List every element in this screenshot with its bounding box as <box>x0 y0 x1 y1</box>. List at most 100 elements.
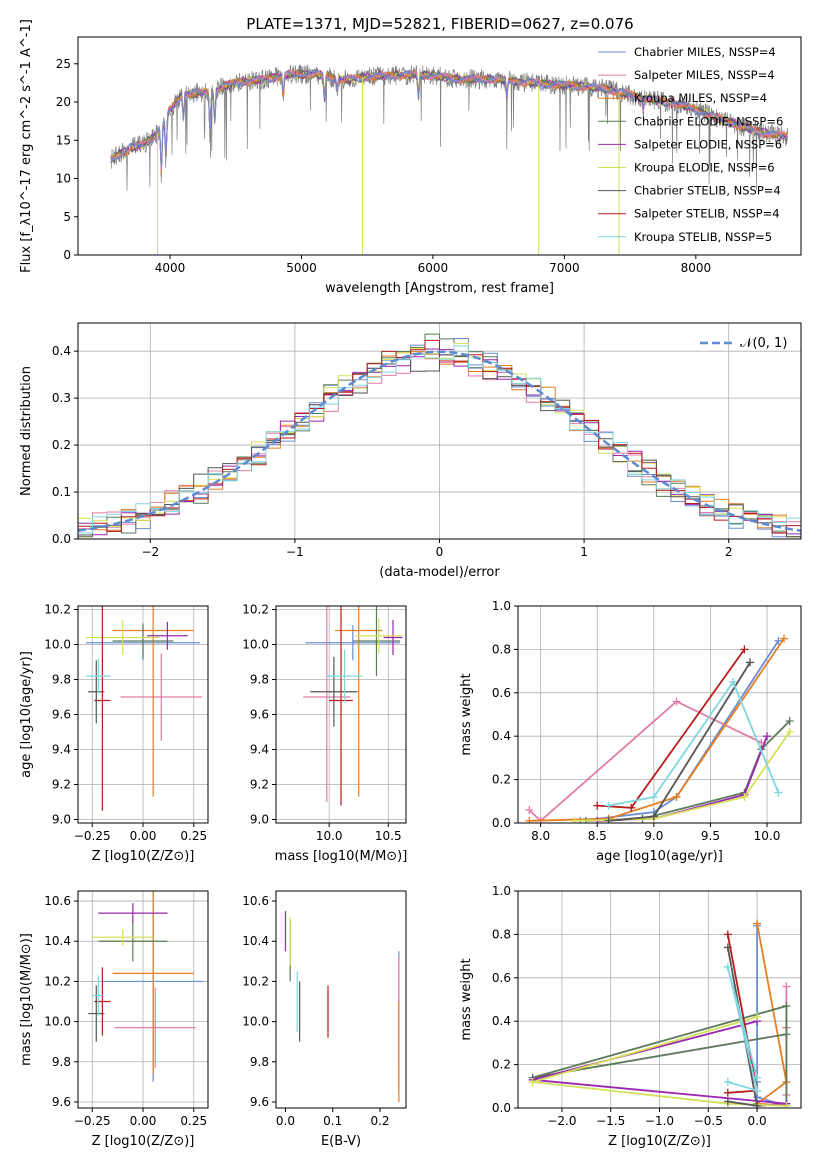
legend-label: Salpeter STELIB, NSSP=4 <box>634 207 780 221</box>
y-tick-label: 0.6 <box>492 686 511 700</box>
y-tick-label: 0 <box>63 248 71 262</box>
y-tick-label: 5 <box>63 210 71 224</box>
model-spectrum <box>110 68 788 168</box>
mass-weight-point <box>753 919 762 928</box>
mass-weight-point <box>780 634 789 643</box>
mass-weight-point <box>763 732 772 741</box>
x-tick-label: 10.0 <box>754 829 781 843</box>
y-tick-label: 0.6 <box>492 971 511 985</box>
y-tick-label: 10.2 <box>44 974 71 988</box>
y-tick-label: 20 <box>56 95 71 109</box>
y-tick-label: 9.6 <box>250 1095 269 1109</box>
histogram-plot-area <box>78 333 801 538</box>
panel-3: 10.0 10.5 9.0 9.2 9.4 9.6 9.8 10.0 10.2 mass [log… <box>242 603 407 865</box>
panel-0: 4000 5000 6000 7000 8000 0 5 10 15 20 25 wavelength… <box>19 19 802 296</box>
mass-weight-point <box>782 1030 791 1039</box>
x-tick-label: 5000 <box>286 261 317 275</box>
errorbar-plot-area <box>88 891 204 1082</box>
y-tick-label: 10.4 <box>44 934 71 948</box>
x-tick-label: 4000 <box>155 261 186 275</box>
x-tick-label: −1.5 <box>596 1114 625 1128</box>
panel-1: −2 −1 0 1 2 0.0 0.1 0.2 0.3 0.4 (data-model)/error… <box>19 322 802 580</box>
mass-weight-point <box>753 1073 762 1082</box>
y-tick-label: 1.0 <box>492 599 511 613</box>
y-tick-label: 0.2 <box>52 438 71 452</box>
axes-frame <box>77 36 802 256</box>
y-tick-label: 0.2 <box>492 773 511 787</box>
y-tick-label: 0.4 <box>492 729 511 743</box>
legend-label: Salpeter ELODIE, NSSP=6 <box>634 137 782 151</box>
y-tick-label: 9.2 <box>250 778 269 792</box>
x-tick-label: 0.00 <box>130 829 157 843</box>
mass-weight-point <box>723 1077 732 1086</box>
mass-weight-line <box>726 966 759 1092</box>
legend-label: Kroupa ELODIE, NSSP=6 <box>634 161 775 175</box>
mass-weight-point <box>740 792 749 801</box>
legend-label: Kroupa STELIB, NSSP=5 <box>634 230 772 244</box>
x-tick-label: 0.00 <box>130 1114 157 1128</box>
y-axis-label: Normed distribution <box>19 366 34 496</box>
mass-weight-point <box>525 816 534 823</box>
legend-label: Chabrier ELODIE, NSSP=6 <box>634 114 783 128</box>
axes-frame <box>517 605 802 824</box>
mass-weight-line <box>529 637 785 822</box>
mass-weight-point <box>723 1088 732 1097</box>
y-tick-label: 10 <box>56 172 71 186</box>
panel-4: 8.0 8.5 9.0 9.5 10.0 0.0 0.2 0.4 0.6 0.8 1.0 age [l… <box>459 599 802 864</box>
panel-2: −0.25 0.00 0.25 9.0 9.2 9.4 9.6 9.8 10.0 10.2 Z [l… <box>19 603 209 864</box>
y-tick-label: 9.6 <box>52 708 71 722</box>
legend-label: 𝒩(0, 1) <box>740 336 787 351</box>
y-tick-label: 10.0 <box>242 1015 269 1029</box>
y-tick-label: 0.3 <box>52 391 71 405</box>
y-tick-label: 0.1 <box>52 485 71 499</box>
y-tick-label: 10.4 <box>242 934 269 948</box>
observed-spectrum <box>110 64 788 191</box>
legend-label: Chabrier MILES, NSSP=4 <box>634 45 776 59</box>
x-tick-label: 10.0 <box>316 829 343 843</box>
y-tick-label: 25 <box>56 57 71 71</box>
x-axis-label: E(B-V) <box>321 1134 361 1149</box>
x-axis-label: Z [log10(Z/Z⊙)] <box>92 1134 195 1149</box>
y-tick-label: 9.2 <box>52 778 71 792</box>
y-tick-label: 0.2 <box>492 1058 511 1072</box>
y-tick-label: 0.0 <box>492 816 511 830</box>
y-tick-label: 9.6 <box>52 1095 71 1109</box>
errorbar-plot-area <box>303 606 403 806</box>
mass-weight-point <box>672 792 681 801</box>
y-tick-label: 9.8 <box>52 673 71 687</box>
x-tick-label: 0.2 <box>370 1114 389 1128</box>
mass-weight-point <box>723 930 732 939</box>
y-tick-label: 9.0 <box>52 813 71 827</box>
y-tick-label: 9.0 <box>250 813 269 827</box>
x-tick-label: −1 <box>286 545 304 559</box>
y-tick-label: 9.4 <box>52 743 71 757</box>
mass-weight-point <box>782 1101 791 1108</box>
y-tick-label: 9.4 <box>250 743 269 757</box>
mass-weight-point <box>649 812 658 821</box>
legend-label: Chabrier STELIB, NSSP=4 <box>634 184 781 198</box>
mass-weight-line <box>528 700 762 823</box>
mass-weight-point <box>746 658 755 667</box>
mass-weight-point <box>740 645 749 654</box>
mass-weight-point <box>774 788 783 797</box>
y-axis-label: age [log10(age/yr)] <box>19 651 34 778</box>
x-tick-label: 9.5 <box>701 829 720 843</box>
y-tick-label: 9.6 <box>250 708 269 722</box>
panel-7: −2.0 −1.5 −1.0 −0.5 0.0 0.0 0.2 0.4 0.6 0.8 1.0 Z [… <box>459 884 802 1149</box>
mass-weight-point <box>723 962 732 971</box>
y-tick-label: 9.8 <box>250 1055 269 1069</box>
mass-weight-point <box>528 1077 537 1086</box>
y-axis-label: mass weight <box>459 673 474 755</box>
x-tick-label: 2 <box>725 545 733 559</box>
y-tick-label: 10.2 <box>242 974 269 988</box>
x-tick-label: −2.0 <box>547 1114 576 1128</box>
mass-weight-point <box>785 717 794 726</box>
x-tick-label: −1.0 <box>645 1114 674 1128</box>
mass-weight-point <box>774 636 783 645</box>
x-axis-label: age [log10(age/yr)] <box>596 849 723 864</box>
mass-weight-point <box>570 816 579 823</box>
mass-weight-point <box>753 1101 762 1108</box>
x-tick-label: 8.5 <box>588 829 607 843</box>
mass-weight-point <box>723 1097 732 1106</box>
